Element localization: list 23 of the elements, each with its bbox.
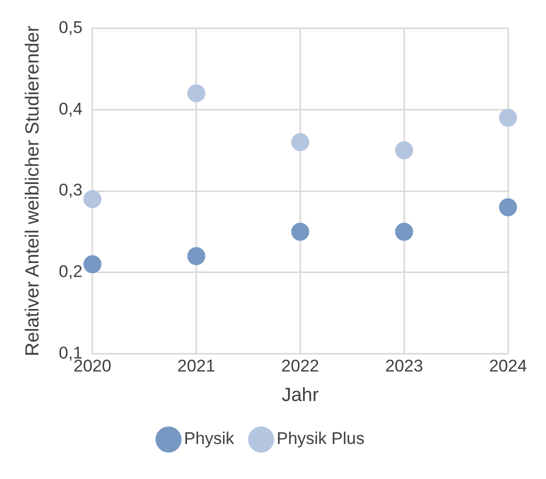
x-axis-title: Jahr	[282, 384, 320, 406]
point	[395, 141, 414, 160]
y-tick-label: 0,4	[58, 99, 82, 118]
point	[499, 198, 517, 216]
y-tick-label: 0,2	[58, 262, 82, 282]
point	[187, 247, 206, 266]
point	[83, 190, 102, 208]
point	[395, 222, 414, 241]
point	[291, 222, 310, 241]
x-tick-label: 2022	[281, 356, 320, 376]
point	[499, 108, 517, 127]
point	[291, 133, 310, 152]
x-tick-label: 2023	[385, 356, 424, 376]
y-tick-label: 0,3	[58, 180, 82, 200]
point	[187, 84, 206, 102]
point	[83, 255, 102, 274]
y-tick-label: 0,5	[58, 18, 82, 37]
legend-label: Physik Plus	[276, 429, 364, 448]
x-tick-label: 2021	[177, 356, 216, 376]
y-tick-label: 0,1	[58, 343, 82, 362]
y-axis-title: Relativer Anteil weiblicher Studierender	[22, 25, 44, 356]
legend-label: Physik	[184, 429, 235, 448]
x-tick-label: 2024	[489, 356, 527, 376]
